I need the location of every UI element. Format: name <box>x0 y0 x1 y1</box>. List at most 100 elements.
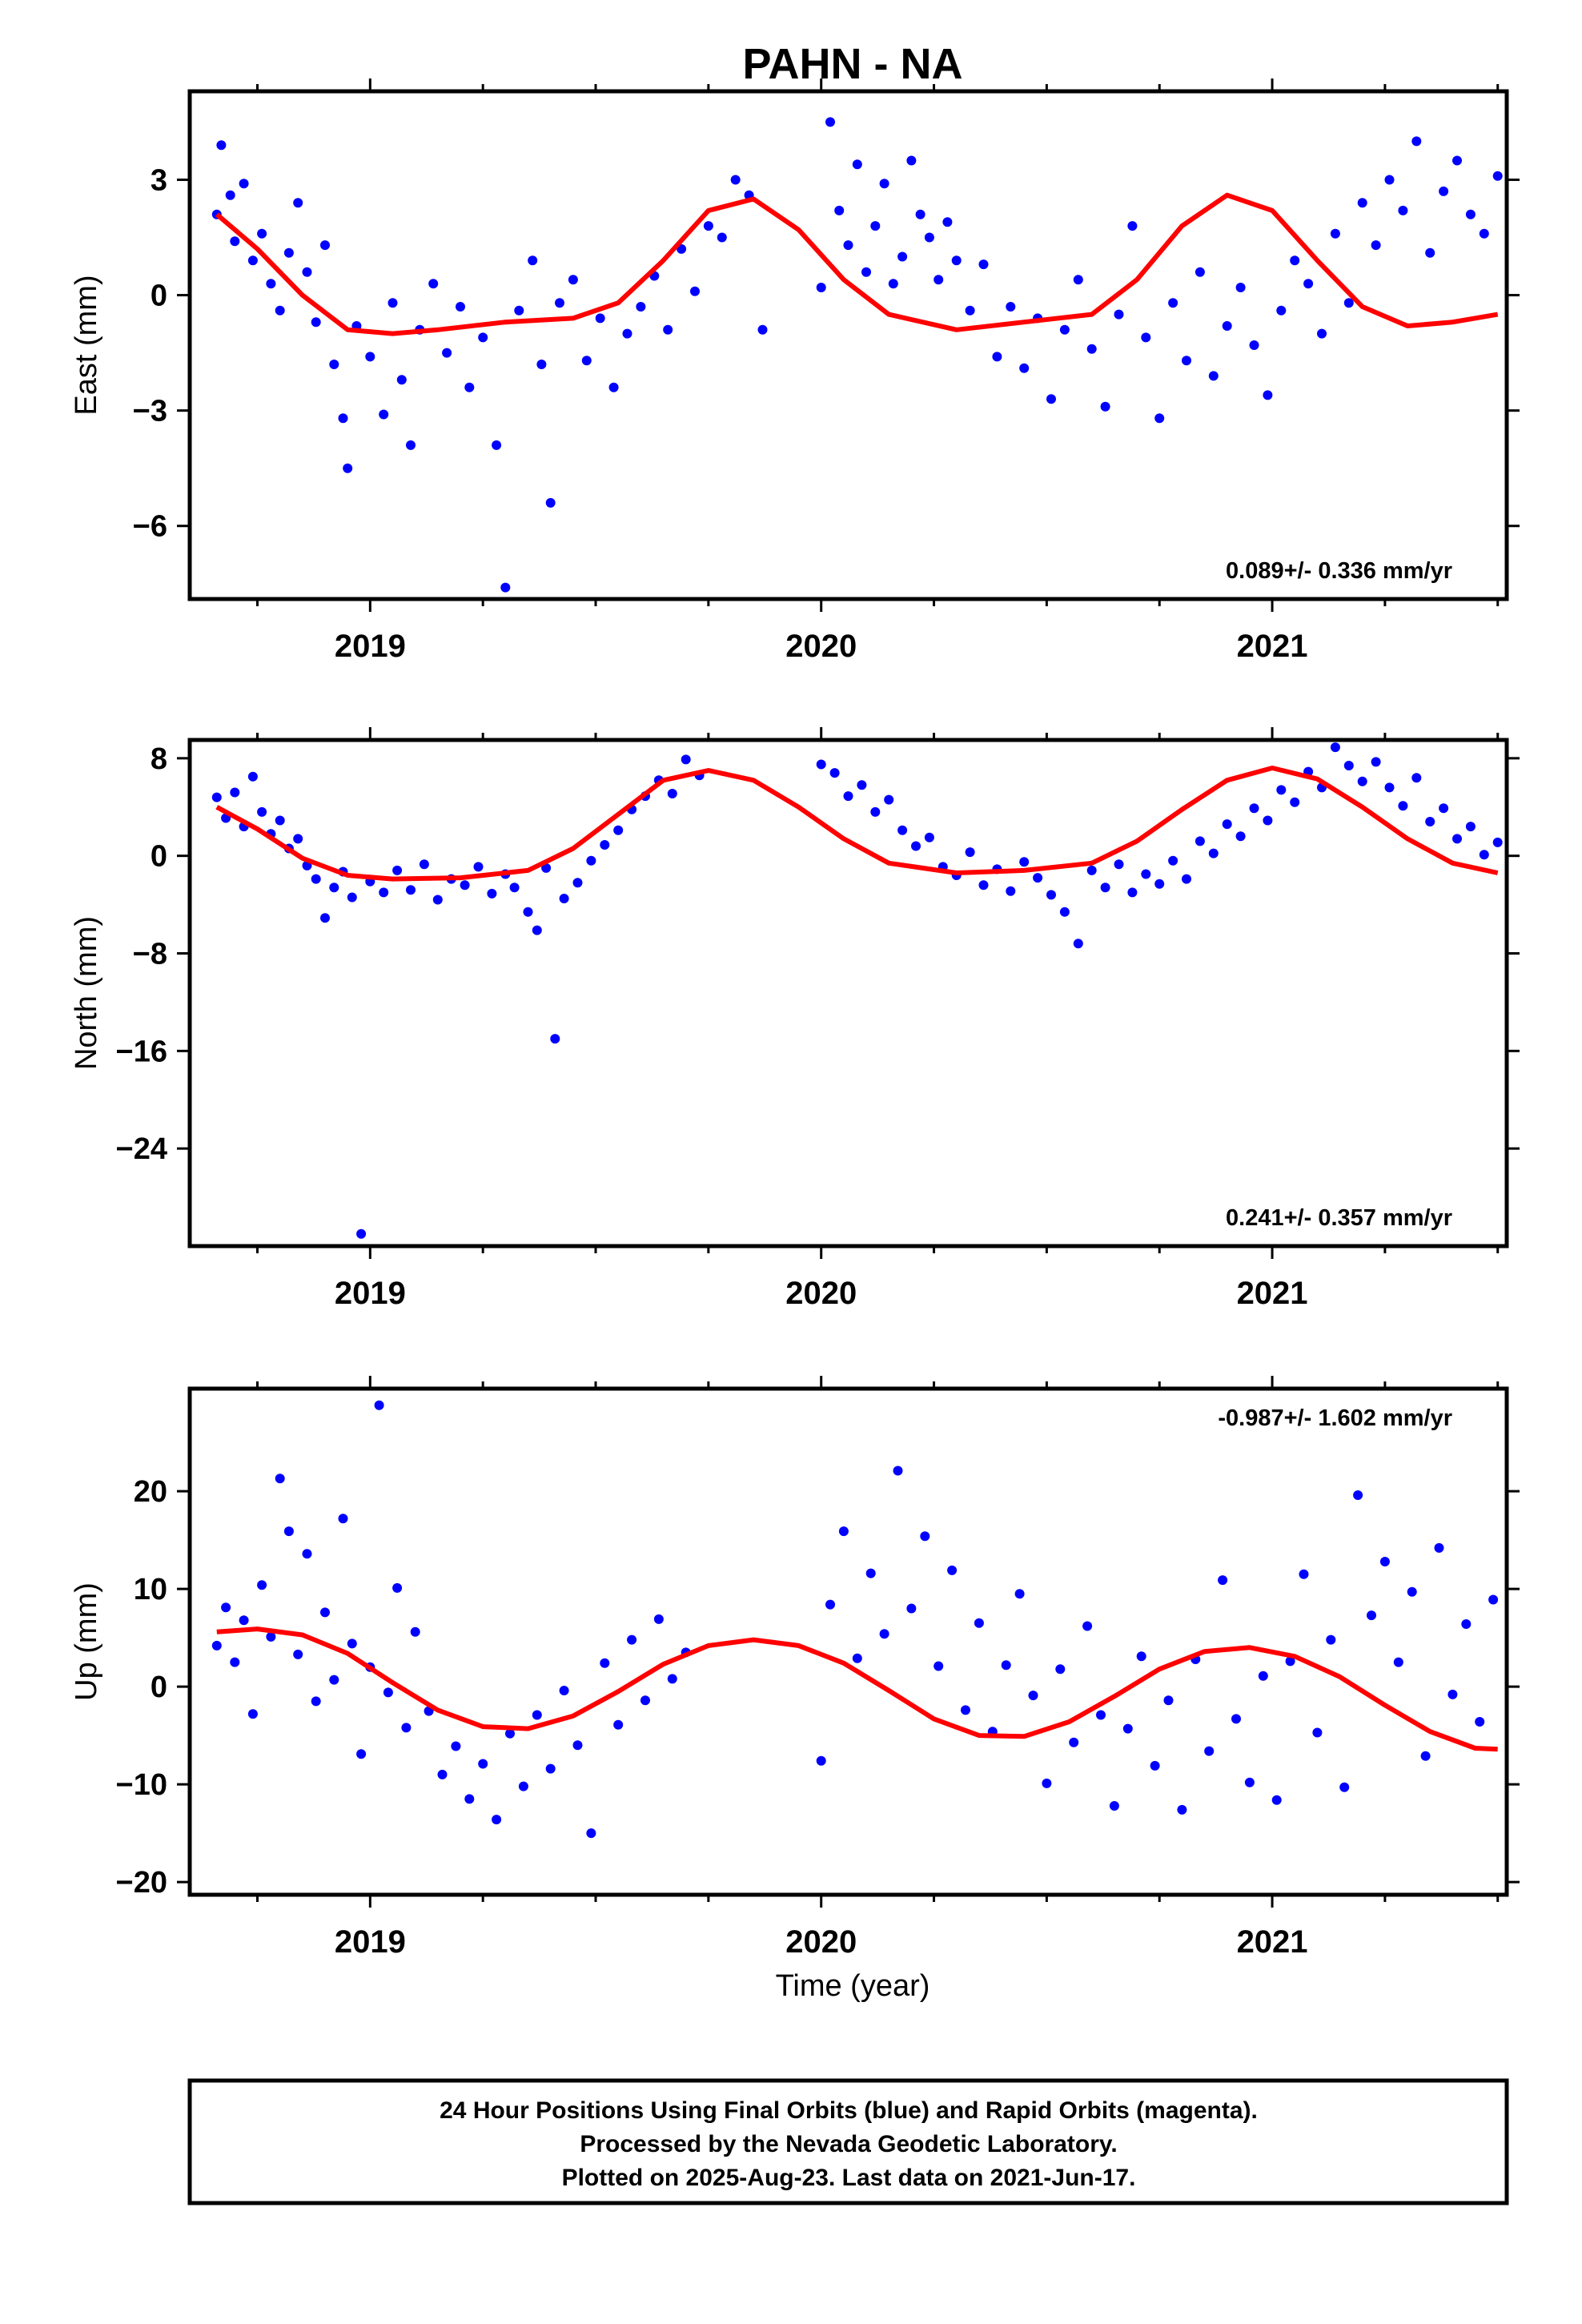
north-data-point <box>523 907 533 917</box>
north-data-point <box>681 754 691 765</box>
north-data-point <box>1411 773 1422 783</box>
north-data-point <box>1263 815 1273 826</box>
north-rate-label: 0.241+/- 0.357 mm/yr <box>1226 1205 1452 1231</box>
north-data-point <box>897 825 908 835</box>
east-data-point <box>1168 298 1178 308</box>
up-data-point <box>302 1549 312 1559</box>
up-data-point <box>1014 1589 1025 1599</box>
east-data-point <box>275 305 285 316</box>
east-data-point <box>1208 371 1219 381</box>
east-data-point <box>1290 255 1300 266</box>
up-data-point <box>1069 1737 1079 1747</box>
east-data-point <box>464 382 475 392</box>
east-x-tick-label: 2021 <box>1237 629 1308 664</box>
east-data-point <box>396 375 407 385</box>
east-data-point <box>1384 175 1395 185</box>
north-data-point <box>870 806 881 817</box>
east-frame <box>187 89 1509 601</box>
east-data-point <box>1276 305 1287 316</box>
footer-line-2: Processed by the Nevada Geodetic Laborat… <box>580 2131 1117 2157</box>
up-data-point <box>934 1661 944 1671</box>
north-y-tick-label: 0 <box>151 840 167 874</box>
north-data-point <box>1235 831 1246 842</box>
up-data-point <box>329 1675 339 1685</box>
up-data-point <box>518 1781 528 1791</box>
north-frame <box>187 738 1509 1248</box>
north-data-point <box>1465 822 1476 832</box>
up-data-point <box>572 1740 583 1751</box>
north-data-point <box>1452 834 1462 844</box>
north-data-point <box>1100 883 1110 893</box>
north-fit-line <box>215 766 1499 882</box>
north-data-point <box>1492 837 1503 847</box>
up-rate-label: -0.987+/- 1.602 mm/yr <box>1218 1405 1452 1431</box>
east-data-point <box>1357 198 1367 208</box>
east-data-point <box>329 360 339 369</box>
east-panel: 2019 2020 2021 3 0 −3 −6 East (mm) 0.089+/- 0.33… <box>70 78 1520 664</box>
up-data-point <box>532 1710 542 1720</box>
north-data-point <box>1425 817 1435 826</box>
up-x-tick-label: 2019 <box>335 1924 406 1960</box>
north-data-point <box>1127 887 1138 898</box>
north-data-point <box>379 887 389 898</box>
north-y-tick-label: −24 <box>116 1132 167 1166</box>
east-data-point <box>500 582 511 593</box>
up-data-point <box>1367 1610 1376 1621</box>
east-data-point <box>387 298 398 308</box>
up-data-point <box>1109 1801 1119 1811</box>
east-data-point <box>1303 279 1314 289</box>
north-data-point <box>1249 803 1259 814</box>
up-data-point <box>1244 1777 1255 1787</box>
east-data-point <box>1127 221 1138 231</box>
up-data-point <box>1285 1656 1295 1667</box>
east-data-point <box>934 275 944 285</box>
north-data-point <box>275 815 285 826</box>
north-data-point <box>320 913 330 923</box>
up-data-point <box>338 1514 348 1524</box>
north-x-tick-label: 2021 <box>1237 1276 1308 1311</box>
east-data-point <box>311 317 321 328</box>
up-y-tick-label: 0 <box>151 1671 167 1704</box>
up-data-point <box>492 1815 502 1825</box>
up-data-point <box>478 1759 488 1769</box>
north-data-point <box>473 862 484 872</box>
east-data-point <box>1086 344 1097 354</box>
north-data-point <box>1046 890 1056 900</box>
up-data-point <box>865 1568 876 1578</box>
north-data-point <box>311 874 321 884</box>
up-data-point <box>640 1695 650 1706</box>
east-x-tick-label: 2019 <box>335 629 406 664</box>
east-data-point <box>1182 356 1191 366</box>
up-data-point <box>1150 1760 1160 1771</box>
north-data-point <box>1439 803 1449 814</box>
north-y-axis-label: North (mm) <box>70 916 103 1070</box>
north-data-point <box>586 855 596 866</box>
up-data-point <box>1055 1664 1066 1675</box>
east-y-tick-label: −3 <box>133 395 167 428</box>
up-data-point <box>347 1638 357 1649</box>
north-data-point <box>884 794 894 805</box>
east-data-point <box>1492 171 1503 181</box>
east-data-point <box>1371 240 1381 251</box>
east-data-point <box>730 175 741 185</box>
north-data-point <box>559 894 569 903</box>
east-data-point <box>302 267 312 277</box>
north-data-point <box>1086 865 1097 875</box>
up-data-point <box>1488 1594 1499 1605</box>
east-data-point <box>870 221 881 231</box>
east-data-point <box>636 302 646 312</box>
north-x-tick-label: 2019 <box>335 1276 406 1311</box>
east-data-point <box>1100 401 1110 412</box>
north-data-point <box>406 885 416 895</box>
north-y-tick-label: −16 <box>116 1035 167 1068</box>
east-data-point <box>595 313 605 324</box>
footer-line-3: Plotted on 2025-Aug-23. Last data on 202… <box>562 2165 1136 2191</box>
east-data-point <box>320 240 330 251</box>
east-data-point <box>608 382 619 392</box>
north-data-point <box>257 806 267 817</box>
east-data-point <box>581 356 592 366</box>
up-data-point <box>1231 1714 1241 1724</box>
up-data-point <box>947 1565 958 1575</box>
east-data-point <box>757 324 768 335</box>
up-data-point <box>410 1626 420 1637</box>
